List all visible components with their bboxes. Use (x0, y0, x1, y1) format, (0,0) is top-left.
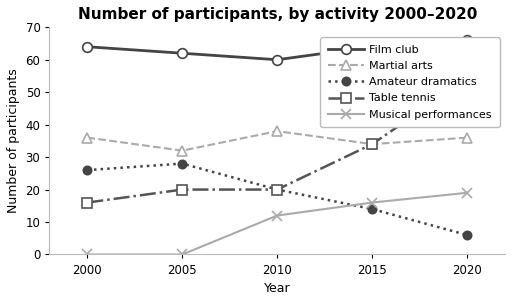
Martial arts (369, 142, 375, 146)
Musical performances (464, 191, 470, 194)
Film club (274, 58, 280, 62)
Film club (369, 45, 375, 49)
Martial arts (179, 149, 185, 153)
Musical performances (179, 253, 185, 256)
Film club (464, 38, 470, 42)
Line: Musical performances: Musical performances (82, 188, 472, 259)
Amateur dramatics (464, 233, 470, 237)
Musical performances (274, 214, 280, 217)
Musical performances (369, 201, 375, 204)
Title: Number of participants, by activity 2000–2020: Number of participants, by activity 2000… (77, 7, 477, 22)
Line: Amateur dramatics: Amateur dramatics (83, 159, 471, 239)
Table tennis (464, 77, 470, 81)
Table tennis (179, 188, 185, 191)
Line: Table tennis: Table tennis (82, 74, 472, 207)
Martial arts (274, 129, 280, 133)
Line: Film club: Film club (82, 35, 472, 65)
Film club (84, 45, 91, 49)
Amateur dramatics (179, 162, 185, 165)
Martial arts (84, 136, 91, 140)
X-axis label: Year: Year (264, 282, 290, 295)
Table tennis (84, 201, 91, 204)
Amateur dramatics (84, 168, 91, 172)
Table tennis (369, 142, 375, 146)
Line: Martial arts: Martial arts (82, 126, 472, 156)
Legend: Film club, Martial arts, Amateur dramatics, Table tennis, Musical performances: Film club, Martial arts, Amateur dramati… (321, 37, 500, 127)
Musical performances (84, 253, 91, 256)
Film club (179, 51, 185, 55)
Amateur dramatics (369, 207, 375, 211)
Y-axis label: Number of participants: Number of participants (7, 69, 20, 213)
Table tennis (274, 188, 280, 191)
Amateur dramatics (274, 188, 280, 191)
Martial arts (464, 136, 470, 140)
